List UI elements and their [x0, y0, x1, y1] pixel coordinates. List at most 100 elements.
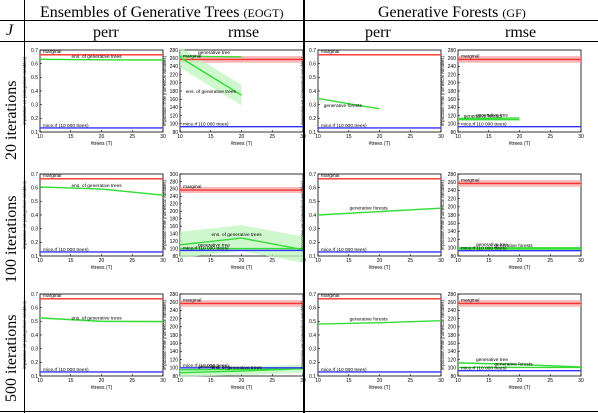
y-tick-label: 240 — [448, 64, 457, 70]
x-axis-label: #trees (T) — [91, 265, 113, 271]
x-tick-label: 10 — [37, 378, 43, 384]
y-tick-label: 0.1 — [31, 130, 38, 136]
y-tick-label: 100 — [170, 366, 179, 372]
y-tick-label: 120 — [448, 113, 457, 119]
y-tick-label: 140 — [170, 231, 179, 237]
y-tick-label: 280 — [448, 292, 457, 298]
x-axis-label: #trees (T) — [509, 141, 531, 147]
x-tick-label: 20 — [377, 134, 383, 140]
y-tick-label: 240 — [170, 194, 179, 200]
y-axis-label: imputation rmse (numerical variables) — [440, 179, 445, 249]
x-tick-label: 25 — [547, 134, 553, 140]
y-tick-label: 100 — [170, 246, 179, 252]
y-tick-label: 160 — [448, 97, 457, 103]
y-tick-label: 260 — [170, 300, 179, 306]
y-tick-label: 0.1 — [31, 254, 38, 260]
y-tick-label: 120 — [170, 239, 179, 245]
y-tick-label: 240 — [448, 188, 457, 194]
y-tick-label: 80 — [450, 130, 456, 136]
series-label: marginal — [321, 49, 339, 55]
y-tick-label: 140 — [448, 229, 457, 235]
y-tick-label: 220 — [170, 72, 179, 78]
x-axis-label: #trees (T) — [509, 385, 531, 391]
panel-r1-c3: 80 100 120 140 160 180 200 220 240 260 280 10 15 20 25… — [440, 172, 584, 271]
y-tick-label: 0.7 — [309, 172, 316, 178]
y-tick-label: 140 — [448, 349, 457, 355]
y-tick-label: 140 — [448, 105, 457, 111]
series-label: generative forests — [324, 103, 363, 109]
y-tick-label: 0.6 — [31, 305, 38, 311]
series-line — [179, 56, 242, 96]
panel-r2-c3: 80 100 120 140 160 180 200 220 240 260 280 10 15 20 25… — [440, 292, 584, 391]
x-tick-label: 25 — [407, 258, 413, 264]
x-tick-label: 15 — [346, 378, 352, 384]
y-tick-label: 120 — [170, 113, 179, 119]
series-label: marginal — [461, 297, 479, 303]
x-tick-label: 15 — [208, 258, 214, 264]
x-tick-label: 10 — [455, 378, 461, 384]
y-tick-label: 200 — [448, 205, 457, 211]
y-tick-label: 0.4 — [31, 333, 38, 339]
x-tick-label: 30 — [300, 258, 306, 264]
y-tick-label: 100 — [170, 122, 179, 128]
y-tick-label: 0.3 — [309, 226, 316, 232]
y-tick-label: 240 — [448, 308, 457, 314]
y-tick-label: 220 — [448, 72, 457, 78]
group-title-eogt-text: Ensembles of Generative Trees — [40, 4, 240, 21]
panel-r1-c2: 0.1 0.2 0.3 0.4 0.5 0.6 0.7 10 15 20 25 30 #trees (T… — [300, 172, 444, 271]
series-label: marginal — [43, 293, 61, 299]
x-tick-label: 30 — [438, 378, 444, 384]
y-tick-label: 200 — [170, 81, 179, 87]
series-line — [457, 362, 582, 368]
series-label: generative tree — [198, 364, 230, 370]
y-tick-label: 0.5 — [309, 199, 316, 205]
y-tick-label: 0.4 — [309, 89, 316, 95]
x-tick-label: 20 — [99, 378, 105, 384]
y-tick-label: 80 — [172, 374, 178, 380]
plot-frame — [39, 49, 164, 133]
group-title-gf-text: Generative Forests — [378, 4, 499, 21]
y-tick-label: 0.7 — [31, 48, 38, 54]
series-label: generative tree — [476, 357, 508, 363]
y-tick-label: 160 — [170, 97, 179, 103]
series-label: generative forests — [495, 243, 534, 249]
y-tick-label: 0.6 — [309, 185, 316, 191]
y-tick-label: 260 — [448, 300, 457, 306]
x-tick-label: 30 — [438, 134, 444, 140]
series-label: marginal — [321, 293, 339, 299]
x-tick-label: 15 — [208, 134, 214, 140]
group-abbr-eogt: (EOGT) — [243, 6, 284, 20]
x-tick-label: 30 — [300, 378, 306, 384]
y-tick-label: 280 — [170, 179, 179, 185]
x-tick-label: 15 — [68, 258, 74, 264]
series-label: mice.rf (10 000 trees) — [43, 247, 89, 253]
row-label-rule — [24, 0, 25, 413]
y-tick-label: 0.1 — [31, 374, 38, 380]
plot-frame — [317, 173, 442, 257]
y-axis-label: imputation rmse (numerical variables) — [162, 179, 167, 249]
y-tick-label: 260 — [170, 56, 179, 62]
x-tick-label: 10 — [37, 258, 43, 264]
x-tick-label: 15 — [68, 378, 74, 384]
series-label: ens. of generative trees — [72, 315, 123, 321]
x-tick-label: 20 — [517, 378, 523, 384]
series-label: ens. of generative trees — [72, 183, 123, 189]
x-tick-label: 15 — [346, 134, 352, 140]
x-tick-label: 25 — [547, 378, 553, 384]
panel-r2-c0: 0.1 0.2 0.3 0.4 0.5 0.6 0.7 10 15 20 25 30 #trees (T… — [22, 292, 166, 391]
x-tick-label: 10 — [455, 258, 461, 264]
series-label: mice.rf (10 000 trees) — [461, 246, 507, 252]
x-tick-label: 10 — [37, 134, 43, 140]
y-tick-label: 0.4 — [309, 213, 316, 219]
col-header-perr-eogt: perr — [93, 24, 119, 41]
y-tick-label: 180 — [448, 89, 457, 95]
x-tick-label: 15 — [208, 378, 214, 384]
y-tick-label: 180 — [170, 89, 179, 95]
x-axis-label: #trees (T) — [369, 385, 391, 391]
x-tick-label: 25 — [269, 258, 275, 264]
y-axis-label: imputation rmse (numerical variables) — [440, 55, 445, 125]
series-band — [180, 225, 303, 263]
y-tick-label: 240 — [170, 64, 179, 70]
